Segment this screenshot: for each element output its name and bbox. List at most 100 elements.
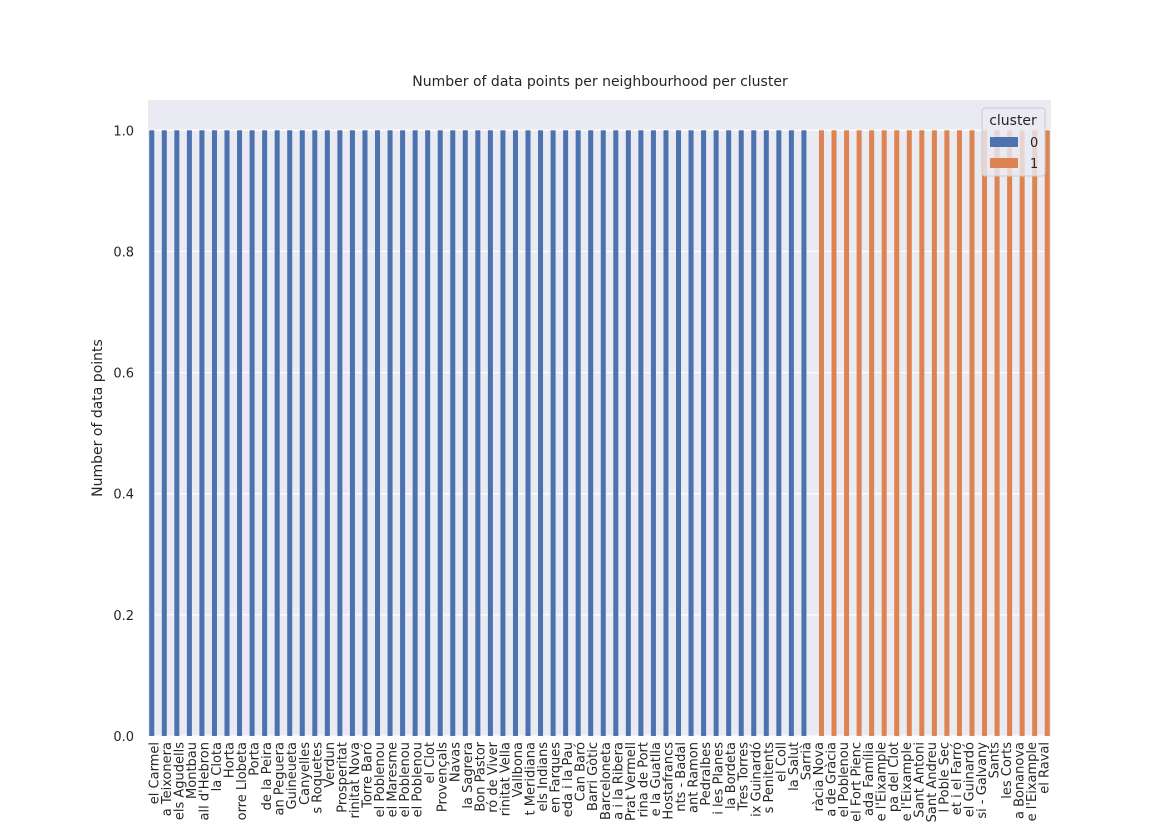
bar bbox=[525, 130, 531, 737]
x-tick-label: pa del Clot bbox=[887, 742, 902, 812]
bar bbox=[650, 130, 656, 737]
x-tick-label: el Clot bbox=[423, 742, 438, 783]
x-tick-label: s Penitents bbox=[762, 742, 777, 814]
bar bbox=[663, 130, 669, 737]
bar bbox=[425, 130, 431, 737]
bar bbox=[844, 130, 850, 737]
bar bbox=[625, 130, 631, 737]
bar bbox=[982, 130, 988, 737]
x-tick-label: Sant Antoni bbox=[912, 742, 927, 818]
plot-area bbox=[148, 100, 1051, 736]
y-tick-label: 0.8 bbox=[113, 245, 134, 260]
bar bbox=[994, 130, 1000, 737]
x-tick-label: ró de Viver bbox=[486, 741, 501, 812]
bar bbox=[956, 130, 962, 737]
bar bbox=[1007, 130, 1013, 737]
x-tick-label: Vallbona bbox=[511, 742, 526, 798]
bar bbox=[1032, 130, 1038, 737]
y-axis-label: Number of data points bbox=[90, 339, 106, 497]
bar bbox=[676, 130, 682, 737]
x-tick-label: si - Galvany bbox=[975, 742, 990, 819]
bar bbox=[299, 130, 305, 737]
x-tick-label: t Meridiana bbox=[524, 742, 539, 815]
bar bbox=[1019, 130, 1025, 737]
bar bbox=[894, 130, 900, 737]
x-tick-label: Prat Vermell bbox=[624, 742, 639, 821]
x-tick-label: Horta bbox=[223, 742, 238, 778]
bar bbox=[919, 130, 925, 737]
x-tick-label: els Agudells bbox=[172, 742, 187, 820]
x-tick-label: a Bonanova bbox=[1013, 742, 1028, 819]
bar bbox=[211, 130, 217, 737]
bar bbox=[161, 130, 167, 737]
x-tick-label: e l'Eixample bbox=[900, 742, 915, 821]
bar bbox=[412, 130, 418, 737]
x-tick-label: Tres Torres bbox=[737, 742, 752, 812]
bar bbox=[944, 130, 950, 737]
x-tick-label: Pedralbes bbox=[699, 742, 714, 806]
bar bbox=[287, 130, 293, 737]
y-tick-label: 0.0 bbox=[113, 730, 134, 745]
legend-swatch bbox=[990, 137, 1018, 147]
bar bbox=[437, 130, 443, 737]
legend-label: 0 bbox=[1030, 136, 1038, 151]
bar bbox=[881, 130, 887, 737]
bar bbox=[312, 130, 318, 737]
bar bbox=[613, 130, 619, 737]
x-tick-label: orre Llobeta bbox=[235, 742, 250, 820]
x-tick-label: ant Ramon bbox=[687, 742, 702, 813]
x-tick-label: et i el Farró bbox=[950, 742, 965, 815]
x-tick-label: en Farques bbox=[549, 742, 564, 813]
x-tick-label: el Fort Pienc bbox=[850, 742, 865, 822]
x-tick-label: ix Guinardó bbox=[749, 742, 764, 817]
bar bbox=[400, 130, 406, 737]
bar bbox=[199, 130, 205, 737]
x-tick-label: els Indians bbox=[536, 742, 551, 812]
x-tick-label: Barceloneta bbox=[599, 742, 614, 820]
legend-title: cluster bbox=[989, 113, 1037, 129]
bar bbox=[538, 130, 544, 737]
bar bbox=[600, 130, 606, 737]
y-tick-label: 0.4 bbox=[113, 488, 134, 503]
x-tick-label: e la Guatlla bbox=[649, 742, 664, 816]
x-tick-label: el Carmel bbox=[147, 742, 162, 804]
x-tick-label: Sants bbox=[988, 742, 1003, 779]
bar bbox=[856, 130, 862, 737]
y-tick-label: 0.2 bbox=[113, 609, 134, 624]
bar bbox=[701, 130, 707, 737]
bar bbox=[500, 130, 506, 737]
x-tick-label: el Poblenou bbox=[373, 742, 388, 817]
x-tick-label: a de Gràcia bbox=[825, 742, 840, 817]
legend-label: 1 bbox=[1030, 157, 1038, 172]
bar bbox=[337, 130, 343, 737]
x-tick-label: les Corts bbox=[1000, 742, 1015, 799]
legend: cluster 0 1 bbox=[981, 107, 1046, 177]
x-tick-label: Porta bbox=[248, 742, 263, 776]
x-tick-label: Navas bbox=[448, 742, 463, 782]
x-tick-label: Canyelles bbox=[298, 742, 313, 805]
bar bbox=[224, 130, 230, 737]
bar bbox=[186, 130, 192, 737]
x-tick-label: rinitat Nova bbox=[348, 742, 363, 818]
x-tick-label: e l'Eixample bbox=[1025, 742, 1040, 821]
bar bbox=[475, 130, 481, 737]
x-tick-label: la Bordeta bbox=[724, 742, 739, 809]
bar bbox=[713, 130, 719, 737]
x-tick-label: a Teixonera bbox=[160, 742, 175, 816]
x-tick-label: a i la Ribera bbox=[611, 742, 626, 820]
bar bbox=[349, 130, 355, 737]
bar bbox=[818, 130, 824, 737]
bar bbox=[906, 130, 912, 737]
bar bbox=[362, 130, 368, 737]
bar bbox=[638, 130, 644, 737]
bar bbox=[149, 130, 155, 737]
x-tick-label: Sarrià bbox=[799, 742, 814, 780]
bar bbox=[751, 130, 757, 737]
bar bbox=[450, 130, 456, 737]
legend-swatch bbox=[990, 158, 1018, 168]
bar bbox=[174, 130, 180, 737]
x-tick-label: Guineueta bbox=[285, 742, 300, 809]
bar bbox=[462, 130, 468, 737]
bar bbox=[688, 130, 694, 737]
x-tick-label: Bon Pastor bbox=[473, 741, 488, 811]
